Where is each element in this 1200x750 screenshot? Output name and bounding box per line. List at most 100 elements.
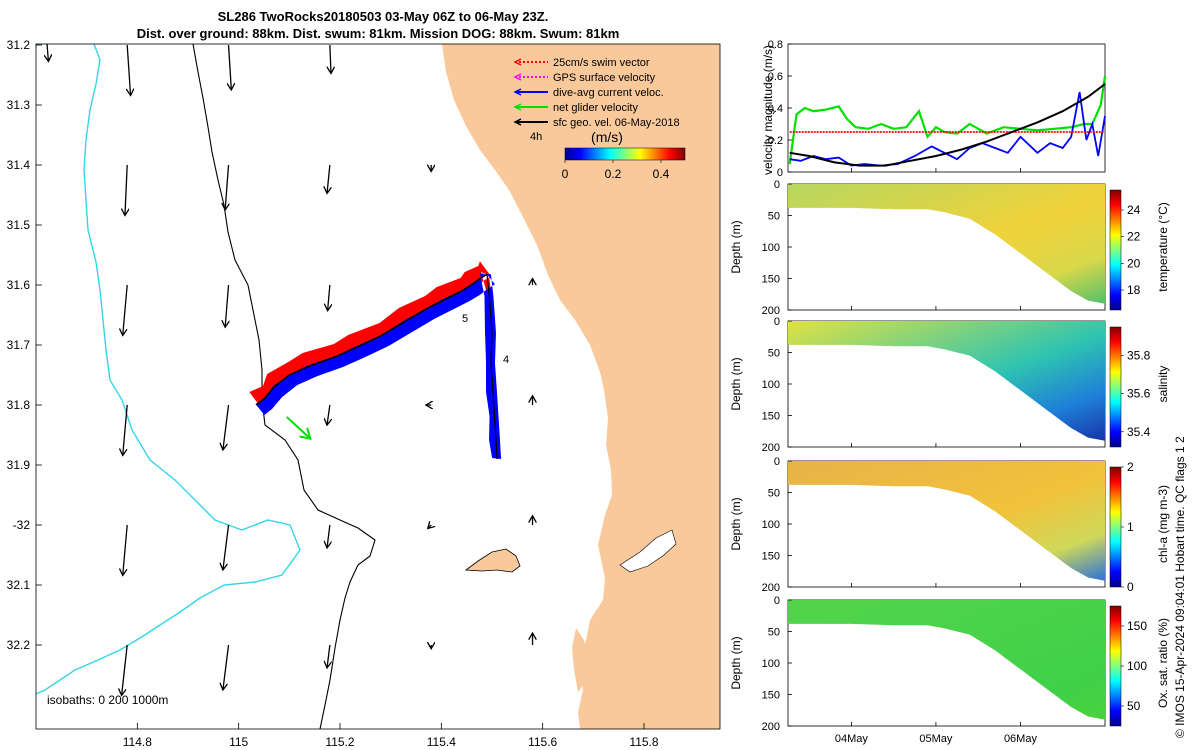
speed-cb-label: 0 bbox=[562, 167, 569, 181]
map-legend: 25cm/s swim vector GPS surface velocity di… bbox=[513, 57, 680, 129]
figure-title-line1: SL286 TwoRocks20180503 03-May 06Z to 06-… bbox=[218, 9, 549, 24]
section-ytick-label: 100 bbox=[762, 658, 780, 670]
vel-series-line bbox=[789, 83, 1106, 167]
track-label-5: 5 bbox=[462, 313, 468, 325]
speed-colorbar-ticks: 0 0.2 0.4 bbox=[562, 160, 670, 181]
legend-arrowhead bbox=[513, 58, 522, 66]
legend-label: dive-avg current veloc. bbox=[553, 87, 664, 99]
section-cb-title: salinity bbox=[1156, 366, 1170, 403]
section-cb-label: 22 bbox=[1127, 230, 1141, 244]
glider-track bbox=[255, 273, 488, 406]
section-ytick-label: 50 bbox=[768, 488, 780, 500]
section-2: 0 50 100 150 200 Depth (m) 0 1 2 chl-a (mg m-3) bbox=[729, 456, 1170, 594]
legend-arrowhead bbox=[513, 103, 522, 111]
section-cb-label: 50 bbox=[1127, 699, 1141, 713]
section-cb-label: 35.8 bbox=[1127, 349, 1151, 363]
map-ytick-label: -32 bbox=[13, 518, 31, 532]
section-ytick-label: 100 bbox=[762, 519, 780, 531]
legend-label: GPS surface velocity bbox=[553, 72, 656, 84]
glider-track-leg2 bbox=[486, 274, 498, 460]
map-ytick-label: 32.2 bbox=[7, 638, 31, 652]
legend-arrowhead bbox=[513, 88, 522, 96]
section-ytick-label: 200 bbox=[762, 305, 780, 317]
vel-ytick-label: 0.4 bbox=[768, 103, 783, 115]
isobath-1000m bbox=[36, 44, 301, 695]
section-xtick-label: 06May bbox=[1004, 733, 1038, 745]
section-xtick-label: 04May bbox=[835, 733, 869, 745]
section-data-field bbox=[788, 600, 1105, 720]
section-ytick-label: 200 bbox=[762, 721, 780, 733]
surface-velocity-arrow bbox=[122, 644, 128, 695]
map-ytick-label: 31.6 bbox=[7, 278, 31, 292]
rottnest-island bbox=[464, 548, 521, 573]
surface-velocity-arrow bbox=[225, 164, 228, 209]
section-ytick-label: 200 bbox=[762, 442, 780, 454]
section-ytick-label: 200 bbox=[762, 582, 780, 594]
legend-label: net glider velocity bbox=[553, 102, 638, 114]
section-ytick-label: 50 bbox=[768, 627, 780, 639]
section-ytick-label: 150 bbox=[762, 551, 780, 563]
map-xtick-label: 115.4 bbox=[427, 735, 456, 749]
map-panel: 5 4 114.8 115 115.2 115.4 115.6 115.8 31.231.… bbox=[7, 38, 721, 749]
surface-velocity-arrow bbox=[223, 524, 230, 569]
section-data-field bbox=[788, 461, 1105, 581]
legend-label: 25cm/s swim vector bbox=[553, 57, 650, 69]
map-xtick-label: 115 bbox=[229, 735, 248, 749]
credit-text: © IMOS 15-Apr-2024 09:04:01 Hobart time.… bbox=[1173, 436, 1187, 738]
section-cb-title: temperature (°C) bbox=[1156, 202, 1170, 292]
legend-label: sfc geo. vel. 06-May-2018 bbox=[553, 117, 680, 129]
section-ytick-label: 100 bbox=[762, 242, 780, 254]
surface-velocity-arrow bbox=[127, 44, 130, 95]
section-cb-label: 24 bbox=[1127, 203, 1141, 217]
section-colorbar bbox=[1109, 605, 1122, 727]
surface-velocity-arrow bbox=[327, 524, 330, 547]
section-ytick-label: 100 bbox=[762, 379, 780, 391]
section-cb-label: 1 bbox=[1127, 520, 1134, 534]
velocity-panel: 0 0.2 0.4 0.6 0.8 velocity magnitude (m/s) bbox=[761, 39, 1107, 179]
section-ylabel: Depth (m) bbox=[729, 636, 743, 689]
isobaths-label: isobaths: 0 200 1000m bbox=[47, 693, 168, 707]
surface-velocity-arrow bbox=[223, 644, 230, 689]
legend-note-4h: 4h bbox=[530, 131, 542, 143]
garden-island bbox=[572, 628, 590, 692]
section-ytick-label: 150 bbox=[762, 411, 780, 423]
section-ylabel: Depth (m) bbox=[729, 357, 743, 410]
section-cb-label: 2 bbox=[1127, 460, 1134, 474]
colorbar-units: (m/s) bbox=[591, 129, 623, 145]
section-ytick-label: 0 bbox=[774, 456, 780, 468]
section-cb-label: 18 bbox=[1127, 283, 1141, 297]
surface-velocity-arrow bbox=[327, 164, 330, 193]
section-cb-title: Ox. sat. ratio (%) bbox=[1156, 618, 1170, 708]
surface-velocity-arrow bbox=[229, 44, 232, 89]
map-ytick-label: 32.1 bbox=[7, 578, 31, 592]
velocity-y-axis: 0 0.2 0.4 0.6 0.8 bbox=[768, 39, 792, 179]
section-cb-label: 20 bbox=[1127, 256, 1141, 270]
surface-velocity-arrow bbox=[223, 404, 230, 449]
vel-ytick-label: 0 bbox=[777, 167, 783, 179]
section-ytick-label: 50 bbox=[768, 211, 780, 223]
swim-vector-envelope bbox=[249, 261, 500, 459]
section-3: 0 50 100 150 200 Depth (m) 50 100 150 Ox. sat. ra… bbox=[729, 595, 1170, 733]
swan-estuary bbox=[619, 529, 677, 573]
section-ytick-label: 150 bbox=[762, 274, 780, 286]
surface-velocity-arrow bbox=[125, 164, 127, 215]
map-ytick-label: 31.9 bbox=[7, 458, 31, 472]
map-y-axis: 31.2 31.3 31.4 31.5 31.6 31.7 31.8 31.9 -32 32.1 3… bbox=[7, 38, 42, 652]
surface-velocity-arrow bbox=[123, 404, 128, 455]
surface-velocity-arrow bbox=[330, 44, 331, 73]
surface-velocity-arrow bbox=[327, 644, 330, 667]
surface-velocity-arrow bbox=[225, 284, 228, 326]
section-ytick-label: 0 bbox=[774, 179, 780, 191]
section-xtick-label: 05May bbox=[919, 733, 953, 745]
section-colorbar bbox=[1109, 466, 1122, 588]
surface-velocity-arrow bbox=[428, 525, 431, 528]
map-ytick-label: 31.5 bbox=[7, 218, 31, 232]
map-ytick-label: 31.3 bbox=[7, 98, 31, 112]
track-label-4: 4 bbox=[503, 354, 509, 366]
speed-colorbar bbox=[564, 147, 686, 161]
map-xtick-label: 115.2 bbox=[325, 735, 354, 749]
surface-velocity-vectors bbox=[46, 44, 532, 695]
section-colorbar bbox=[1109, 189, 1122, 311]
